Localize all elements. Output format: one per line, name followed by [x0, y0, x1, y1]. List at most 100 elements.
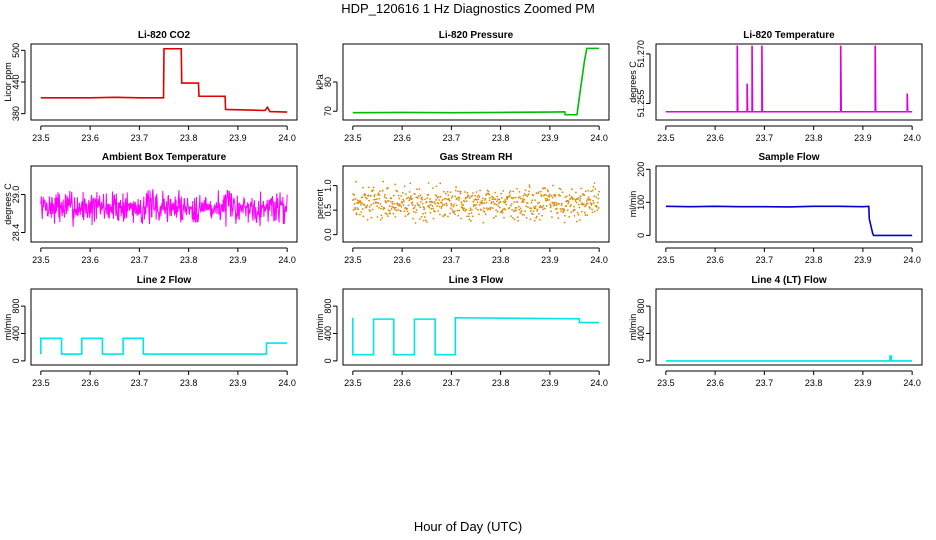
x-tick-label: 24.0: [278, 133, 296, 143]
series-line: [40, 337, 288, 355]
data-point: [594, 210, 596, 213]
data-point: [521, 199, 524, 202]
panel-grid: Li-820 CO2 Licor ppm 23.5 23.6 23.7 23.8 23.9 2…: [3, 30, 923, 388]
data-point: [373, 195, 376, 198]
data-point: [533, 206, 535, 208]
data-point: [393, 208, 396, 211]
data-point: [479, 189, 481, 192]
data-point: [432, 207, 435, 210]
data-point: [583, 203, 585, 206]
y-axis-label: ml/min: [3, 314, 13, 341]
x-tick-label: 23.6: [393, 255, 411, 265]
data-point: [357, 208, 360, 211]
data-point: [586, 198, 589, 200]
data-point: [436, 197, 439, 199]
data-point: [360, 211, 363, 213]
data-point: [596, 205, 598, 208]
data-point: [428, 206, 431, 209]
x-tick-label: 23.5: [32, 255, 50, 265]
data-point: [380, 214, 383, 217]
data-point: [390, 200, 392, 203]
figure-xlabel: Hour of Day (UTC): [414, 519, 522, 534]
data-point: [510, 215, 512, 217]
data-point: [387, 209, 390, 211]
data-point: [542, 208, 545, 211]
data-point: [379, 218, 382, 221]
data-point: [384, 212, 387, 214]
data-point: [421, 198, 424, 201]
data-point: [494, 191, 497, 194]
data-point: [481, 202, 484, 204]
y-axis-label: ml/min: [315, 314, 325, 341]
data-point: [591, 189, 594, 192]
data-point: [490, 201, 493, 204]
data-point: [567, 201, 570, 203]
data-point: [444, 197, 447, 200]
data-point: [437, 196, 440, 198]
data-point: [534, 205, 537, 208]
data-point: [528, 184, 531, 187]
data-point: [483, 202, 486, 205]
x-tick-label: 23.8: [492, 378, 510, 388]
data-point: [504, 208, 507, 211]
data-point: [415, 211, 417, 214]
data-point: [376, 216, 379, 218]
data-point: [456, 209, 459, 212]
x-tick-label: 23.8: [805, 255, 823, 265]
data-point: [427, 182, 430, 184]
data-point: [381, 189, 384, 192]
data-point: [398, 197, 401, 200]
data-point: [423, 208, 425, 211]
data-point: [478, 203, 481, 206]
x-tick-label: 23.5: [657, 378, 675, 388]
data-point: [466, 196, 469, 199]
chart-panel: Line 3 Flow ml/min 23.5 23.6 23.7 23.8 23.9 24.…: [315, 275, 610, 388]
data-point: [384, 200, 387, 202]
data-point: [378, 197, 381, 200]
data-point: [472, 200, 475, 203]
data-point: [596, 201, 599, 204]
data-point: [415, 209, 418, 211]
data-point: [450, 202, 453, 205]
data-point: [384, 194, 386, 196]
data-point: [354, 198, 357, 200]
data-point: [465, 196, 467, 199]
data-point: [497, 202, 500, 205]
data-point: [404, 215, 407, 218]
y-axis-label: ml/min: [628, 191, 638, 218]
data-point: [546, 197, 548, 200]
data-point: [452, 205, 455, 208]
data-point: [509, 190, 512, 193]
data-point: [439, 182, 442, 185]
data-point: [489, 196, 491, 199]
data-point: [483, 207, 485, 210]
x-tick-label: 23.6: [706, 255, 724, 265]
data-point: [592, 202, 595, 204]
data-point: [464, 191, 466, 193]
data-point: [364, 196, 367, 199]
data-point: [494, 198, 497, 200]
data-point: [447, 215, 449, 218]
x-tick-label: 23.5: [657, 255, 675, 265]
data-point: [412, 217, 415, 220]
chart-panel: Li-820 Pressure kPa 23.5 23.6 23.7 23.8 23.9 24…: [315, 30, 610, 143]
data-point: [550, 194, 553, 197]
chart-panel: Sample Flow ml/min 23.5 23.6 23.7 23.8 23.9 24.…: [628, 152, 923, 265]
data-point: [462, 204, 465, 207]
data-point: [366, 197, 368, 200]
data-point: [548, 199, 551, 201]
data-point: [589, 198, 592, 201]
data-point: [453, 211, 455, 214]
data-point: [428, 200, 431, 203]
data-point: [560, 204, 563, 207]
data-point: [361, 208, 364, 210]
data-point: [531, 199, 534, 202]
data-point: [420, 215, 423, 218]
data-point: [489, 208, 492, 211]
data-point: [369, 194, 372, 197]
y-axis-label: Licor ppm: [3, 62, 13, 102]
data-point: [536, 210, 539, 212]
data-point: [518, 190, 521, 193]
data-point: [392, 206, 394, 208]
data-point: [390, 197, 393, 200]
